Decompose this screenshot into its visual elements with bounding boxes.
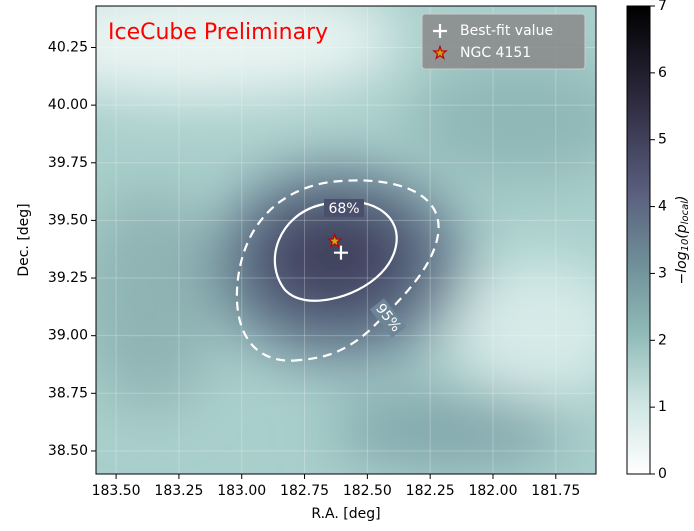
- colorbar-tick-label: 3: [658, 265, 667, 281]
- grid: [96, 6, 596, 474]
- colorbar-label-part: −log: [674, 251, 690, 284]
- y-tick-label: 39.00: [48, 328, 88, 344]
- legend-marker: [432, 44, 448, 60]
- y-tick-label: 38.75: [48, 385, 88, 401]
- y-axis-label: Dec. [deg]: [16, 203, 32, 276]
- contour-95: [235, 179, 440, 362]
- x-tick-label: 183.50: [92, 483, 141, 499]
- colorbar-label-part: (p: [674, 224, 690, 238]
- label-bg: [369, 298, 407, 338]
- colorbar-label-part: 10: [680, 239, 691, 252]
- y-tick-label: 38.50: [48, 443, 88, 459]
- data-point: [326, 232, 343, 248]
- colorbar-tick-label: 2: [658, 332, 667, 348]
- contour-label: 68%: [328, 201, 359, 217]
- legend-swatch: [432, 44, 448, 60]
- colorbar-tick-label: 6: [658, 65, 667, 81]
- legend-label: NGC 4151: [460, 45, 531, 61]
- label-bg: [324, 199, 364, 217]
- heatmap: [96, 6, 596, 474]
- x-tick-label: 183.00: [217, 483, 266, 499]
- x-tick-label: 182.25: [406, 483, 455, 499]
- colorbar: [626, 5, 651, 475]
- y-tick-label: 40.25: [48, 39, 88, 55]
- legend: Best-fit value NGC 4151: [421, 13, 586, 70]
- legend-label: Best-fit value: [460, 23, 553, 39]
- x-tick-label: 181.75: [531, 483, 580, 499]
- legend-swatch: [433, 24, 447, 38]
- colorbar-label-part: local: [680, 201, 691, 225]
- colorbar-tick-label: 1: [658, 399, 667, 415]
- chart-title: IceCube Preliminary: [108, 20, 328, 45]
- colorbar-label: −log10(plocal): [674, 196, 691, 285]
- x-tick-label: 183.25: [154, 483, 203, 499]
- plot-frame: [95, 5, 597, 475]
- x-tick-label: 182.00: [468, 483, 517, 499]
- y-tick-label: 39.50: [48, 212, 88, 228]
- x-tick-label: 182.50: [343, 483, 392, 499]
- colorbar-label-part: ): [674, 196, 690, 202]
- data-point: [333, 245, 348, 260]
- legend-box: [421, 13, 586, 70]
- colorbar-tick-label: 5: [658, 132, 667, 148]
- x-tick-label: 182.75: [280, 483, 329, 499]
- colorbar-tick-label: 0: [658, 466, 667, 482]
- x-axis-label: R.A. [deg]: [311, 506, 380, 522]
- colorbar-tick-label: 4: [658, 199, 667, 215]
- y-tick-label: 39.75: [48, 155, 88, 171]
- contour-68: [273, 200, 398, 302]
- colorbar-tick-label: 7: [658, 0, 667, 14]
- legend-marker: [433, 24, 447, 38]
- y-tick-label: 39.25: [48, 270, 88, 286]
- y-tick-label: 40.00: [48, 97, 88, 113]
